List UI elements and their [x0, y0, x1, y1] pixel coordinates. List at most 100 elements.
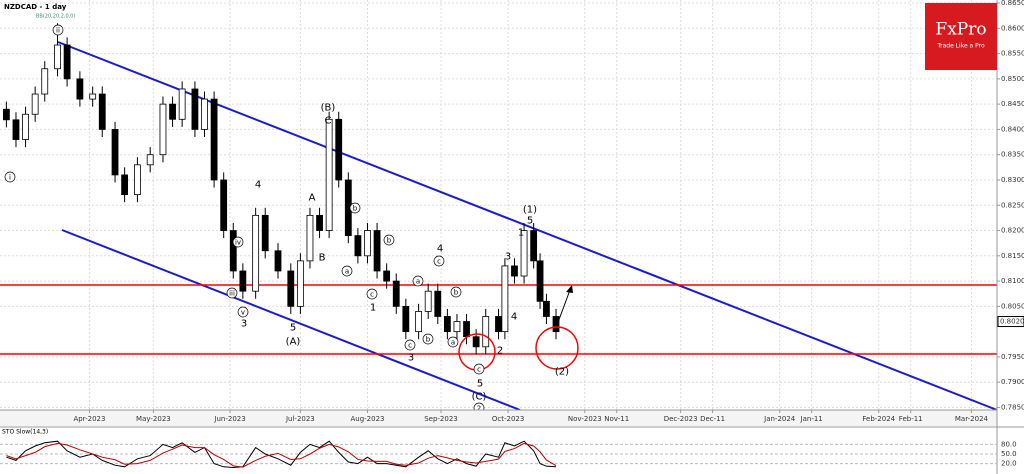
candle-body: [63, 44, 71, 80]
y-tick-label: 0.8650: [1001, 0, 1024, 7]
candle-body: [501, 265, 509, 333]
logo-tagline: Trade Like a Pro: [936, 43, 985, 50]
wave-label: 2: [373, 234, 379, 245]
wave-circle: [366, 288, 378, 300]
candle-body: [373, 230, 381, 272]
channel-lower: [61, 229, 521, 411]
candle-body: [536, 260, 544, 302]
y-tick-label: 0.8450: [1001, 100, 1024, 108]
wave-label: C: [325, 116, 332, 127]
candle-body: [530, 230, 538, 262]
y-tick-label: 0.8100: [1001, 277, 1024, 285]
candle-body: [121, 174, 129, 196]
wave-label: c: [408, 342, 412, 350]
candle-body: [453, 321, 461, 333]
y-tick-label: 0.8500: [1001, 75, 1024, 83]
chart-title: NZDCAD - 1 day: [4, 3, 67, 11]
candle-body: [424, 290, 432, 312]
wave-label: (C): [472, 392, 487, 403]
x-tick-label: May-2023: [136, 415, 171, 423]
candle-body: [178, 88, 186, 120]
wave-label: a: [451, 339, 455, 347]
wave-circle: [383, 234, 395, 246]
candle-body: [54, 44, 61, 70]
wave-circle: [450, 286, 462, 298]
wave-label: 3: [408, 353, 414, 364]
wave-label: (2): [555, 367, 569, 378]
wave-circle: [4, 171, 16, 183]
wave-circle: [412, 275, 424, 287]
candle-body: [12, 119, 20, 140]
wave-label: 1: [518, 228, 524, 239]
wave-label: 2: [477, 405, 481, 413]
x-tick-label: Oct-2023: [492, 415, 524, 423]
wave-label: 3: [241, 319, 247, 330]
wave-label: 5: [290, 323, 296, 334]
y-tick-label: 0.8600: [1001, 24, 1024, 32]
candle-body: [415, 311, 423, 333]
candle-body: [210, 98, 218, 181]
candle-body: [354, 235, 362, 257]
candle-body: [252, 214, 260, 292]
indicator-label: BB(20,20,2,0,0): [36, 14, 75, 20]
arrow-head: [566, 285, 573, 293]
wave-label: 5: [477, 379, 483, 390]
x-tick-label: Nov-2023: [568, 415, 602, 423]
candle-body: [2, 108, 10, 121]
y-tick-label: 0.8150: [1001, 252, 1024, 260]
wave-circle: [237, 306, 249, 318]
candle-body: [443, 316, 451, 333]
wave-label: c: [477, 366, 481, 374]
candle-body: [41, 68, 49, 95]
y-tick-label: 0.8200: [1001, 227, 1024, 235]
x-tick-label: Jun-2023: [213, 415, 245, 423]
wave-label: a: [345, 268, 349, 276]
wave-circle: [232, 236, 244, 248]
candles: [2, 23, 560, 355]
y-tick-label: 0.8050: [1001, 302, 1024, 310]
wave-label: b: [426, 336, 431, 344]
candle-body: [31, 93, 39, 115]
candle-body: [201, 98, 208, 130]
x-tick-label: Aug-2023: [350, 415, 384, 423]
y-tick-label: 20.0: [1001, 460, 1017, 468]
wave-label: 2: [497, 346, 503, 357]
candle-body: [76, 78, 84, 100]
candle-body: [159, 103, 167, 156]
wave-circle: [52, 24, 64, 36]
wave-circle: [349, 202, 361, 214]
y-tick-label: 0.8400: [1001, 125, 1024, 133]
x-tick-label: Apr-2023: [73, 415, 105, 423]
x-tick-label: Jan-11: [800, 415, 823, 423]
wave-circle: [433, 255, 445, 267]
wave-label: A: [309, 193, 316, 204]
forecast-arrow: [556, 289, 571, 326]
candle-body: [316, 214, 323, 231]
wave-circle: [226, 287, 238, 299]
wave-label: c: [437, 258, 441, 266]
wave-label: (1): [523, 205, 537, 216]
y-tick-label: 0.8550: [1001, 50, 1024, 58]
wave-circle: [422, 333, 434, 345]
candle-body: [296, 260, 304, 307]
wave-label: b: [454, 289, 459, 297]
y-tick-label: 0.7900: [1001, 378, 1024, 386]
y-tick-label: 0.8350: [1001, 151, 1024, 159]
grid-layer: [0, 0, 997, 410]
x-tick-label: Dec-2023: [664, 415, 698, 423]
wave-label: v: [241, 309, 245, 317]
y-tick-label: 0.8300: [1001, 176, 1024, 184]
candle-body: [434, 290, 442, 317]
wave-circle: [473, 363, 485, 375]
wave-label: a: [416, 278, 420, 286]
last-price-label: 0.8020: [1000, 318, 1024, 326]
wave-circle: [341, 265, 353, 277]
wave-label: 5: [527, 216, 533, 227]
candle-body: [111, 129, 119, 176]
x-tick-label: Jul-2023: [285, 415, 315, 423]
wave-label: 4: [255, 180, 261, 191]
logo-box: [925, 3, 997, 70]
candle-body: [89, 93, 97, 100]
